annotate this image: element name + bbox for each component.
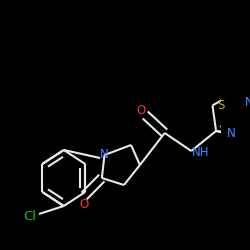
Text: S: S — [218, 99, 225, 112]
Text: O: O — [80, 198, 89, 210]
Text: Cl: Cl — [24, 210, 36, 222]
Text: NH: NH — [192, 146, 210, 160]
Text: N: N — [100, 148, 109, 162]
Text: O: O — [136, 104, 145, 117]
Text: N: N — [245, 96, 250, 108]
Text: N: N — [227, 126, 236, 140]
